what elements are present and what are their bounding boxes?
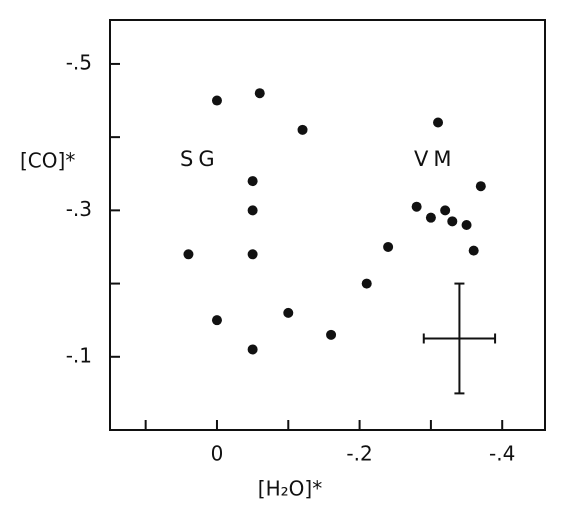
point — [411, 201, 422, 212]
y-tick-label: -.1 — [66, 343, 92, 367]
point — [440, 205, 451, 216]
x-tick-label: -.4 — [489, 442, 515, 466]
point — [447, 216, 458, 227]
point — [247, 249, 258, 260]
point — [247, 205, 258, 216]
point — [468, 245, 479, 256]
y-tick-label: -.3 — [66, 197, 92, 221]
y-axis-label: [CO]* — [20, 149, 75, 173]
point — [211, 315, 222, 326]
point — [254, 88, 265, 99]
point — [425, 212, 436, 223]
point — [247, 176, 258, 187]
y-tick-label: -.5 — [66, 50, 92, 74]
annotation: SG — [180, 147, 220, 171]
point — [361, 278, 372, 289]
annotation: VM — [414, 147, 456, 171]
point — [211, 95, 222, 106]
x-tick-label: 0 — [211, 442, 224, 466]
point — [183, 249, 194, 260]
point — [475, 181, 486, 192]
plot-frame — [109, 19, 546, 431]
point — [461, 220, 472, 230]
point — [383, 241, 394, 252]
x-tick-label: -.2 — [346, 442, 372, 466]
point — [433, 117, 444, 128]
x-axis-label: [H₂O]* — [258, 477, 322, 501]
point — [247, 344, 258, 355]
point — [326, 329, 337, 340]
point — [283, 307, 294, 318]
point — [297, 124, 308, 135]
